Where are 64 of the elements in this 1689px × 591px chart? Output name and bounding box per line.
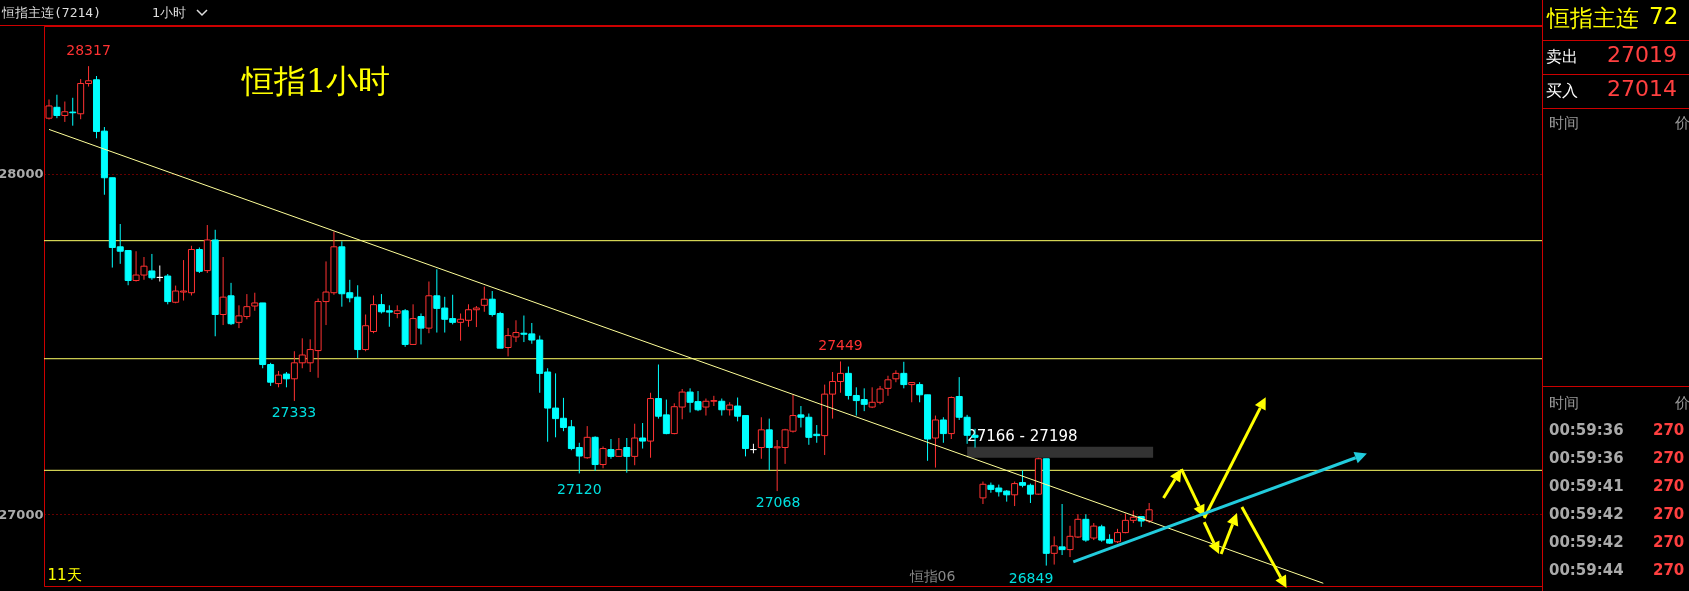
text: 时间 — [1549, 114, 1579, 133]
text: 270 — [1653, 533, 1685, 551]
candlestick — [417, 312, 425, 345]
text: 270 — [1653, 449, 1685, 467]
candlestick — [908, 381, 916, 403]
candlestick — [583, 425, 591, 460]
text: 时间 — [1549, 394, 1579, 413]
candlestick — [53, 94, 61, 119]
text: 00:59:36 — [1549, 421, 1624, 439]
text: 72 — [1649, 3, 1679, 29]
text: 27014 — [1607, 76, 1677, 101]
annotation: 26849 — [1008, 570, 1054, 586]
annotation: 27449 — [818, 337, 863, 354]
candlestick — [623, 437, 631, 474]
text: 00:59:36 — [1549, 449, 1624, 467]
candlestick — [599, 446, 607, 469]
text: 恒指主连 — [1547, 4, 1639, 33]
candlestick — [939, 416, 947, 444]
annotation: 恒指06 — [909, 568, 956, 586]
text: 00:59:41 — [1549, 477, 1624, 495]
annotation: 27068 — [755, 494, 801, 511]
candlestick — [607, 438, 615, 460]
candlestick — [1145, 502, 1153, 524]
text: 卖出 — [1546, 47, 1578, 68]
text: 270 — [1653, 477, 1685, 495]
candlestick — [480, 286, 488, 313]
candlestick — [219, 256, 227, 326]
candlestick — [931, 415, 939, 469]
candlestick — [1058, 503, 1066, 556]
annotation: 27120 — [557, 481, 602, 498]
chart-title: 恒指主连(7214) — [2, 4, 101, 22]
text: 27019 — [1607, 42, 1677, 67]
candlestick — [1011, 481, 1019, 507]
annotation: 11天 — [47, 566, 82, 585]
annotation: 27333 — [271, 404, 317, 421]
chart-subtitle: 1小时 — [152, 4, 187, 22]
text: 00:59:42 — [1549, 505, 1624, 523]
text: 00:59:44 — [1549, 561, 1624, 579]
annotation: 恒指1小时 — [241, 61, 391, 103]
candlestick — [69, 97, 77, 127]
text: 买入 — [1546, 81, 1578, 102]
candlestick — [631, 423, 639, 466]
annotation: 28317 — [66, 42, 111, 59]
candlestick — [1050, 535, 1058, 566]
candlestick — [148, 253, 156, 281]
text: 00:59:42 — [1549, 533, 1624, 551]
text: 270 — [1653, 505, 1685, 523]
candlestick — [61, 101, 69, 123]
band-label: 27166 - 27198 — [967, 426, 1078, 445]
text: 270 — [1653, 561, 1685, 579]
candlestick — [765, 418, 773, 471]
candlestick — [979, 481, 987, 505]
candlestick — [639, 422, 647, 450]
candlestick — [45, 98, 53, 121]
candlestick — [900, 361, 908, 389]
text: 价 — [1675, 394, 1689, 413]
text: 270 — [1653, 421, 1685, 439]
y-tick-label: 27000 — [0, 506, 44, 522]
text: 价 — [1675, 114, 1689, 133]
candlestick — [195, 246, 203, 274]
candlestick — [757, 416, 765, 460]
candlestick — [892, 369, 900, 383]
y-tick-label: 28000 — [0, 166, 44, 182]
candlestick — [1082, 513, 1090, 543]
